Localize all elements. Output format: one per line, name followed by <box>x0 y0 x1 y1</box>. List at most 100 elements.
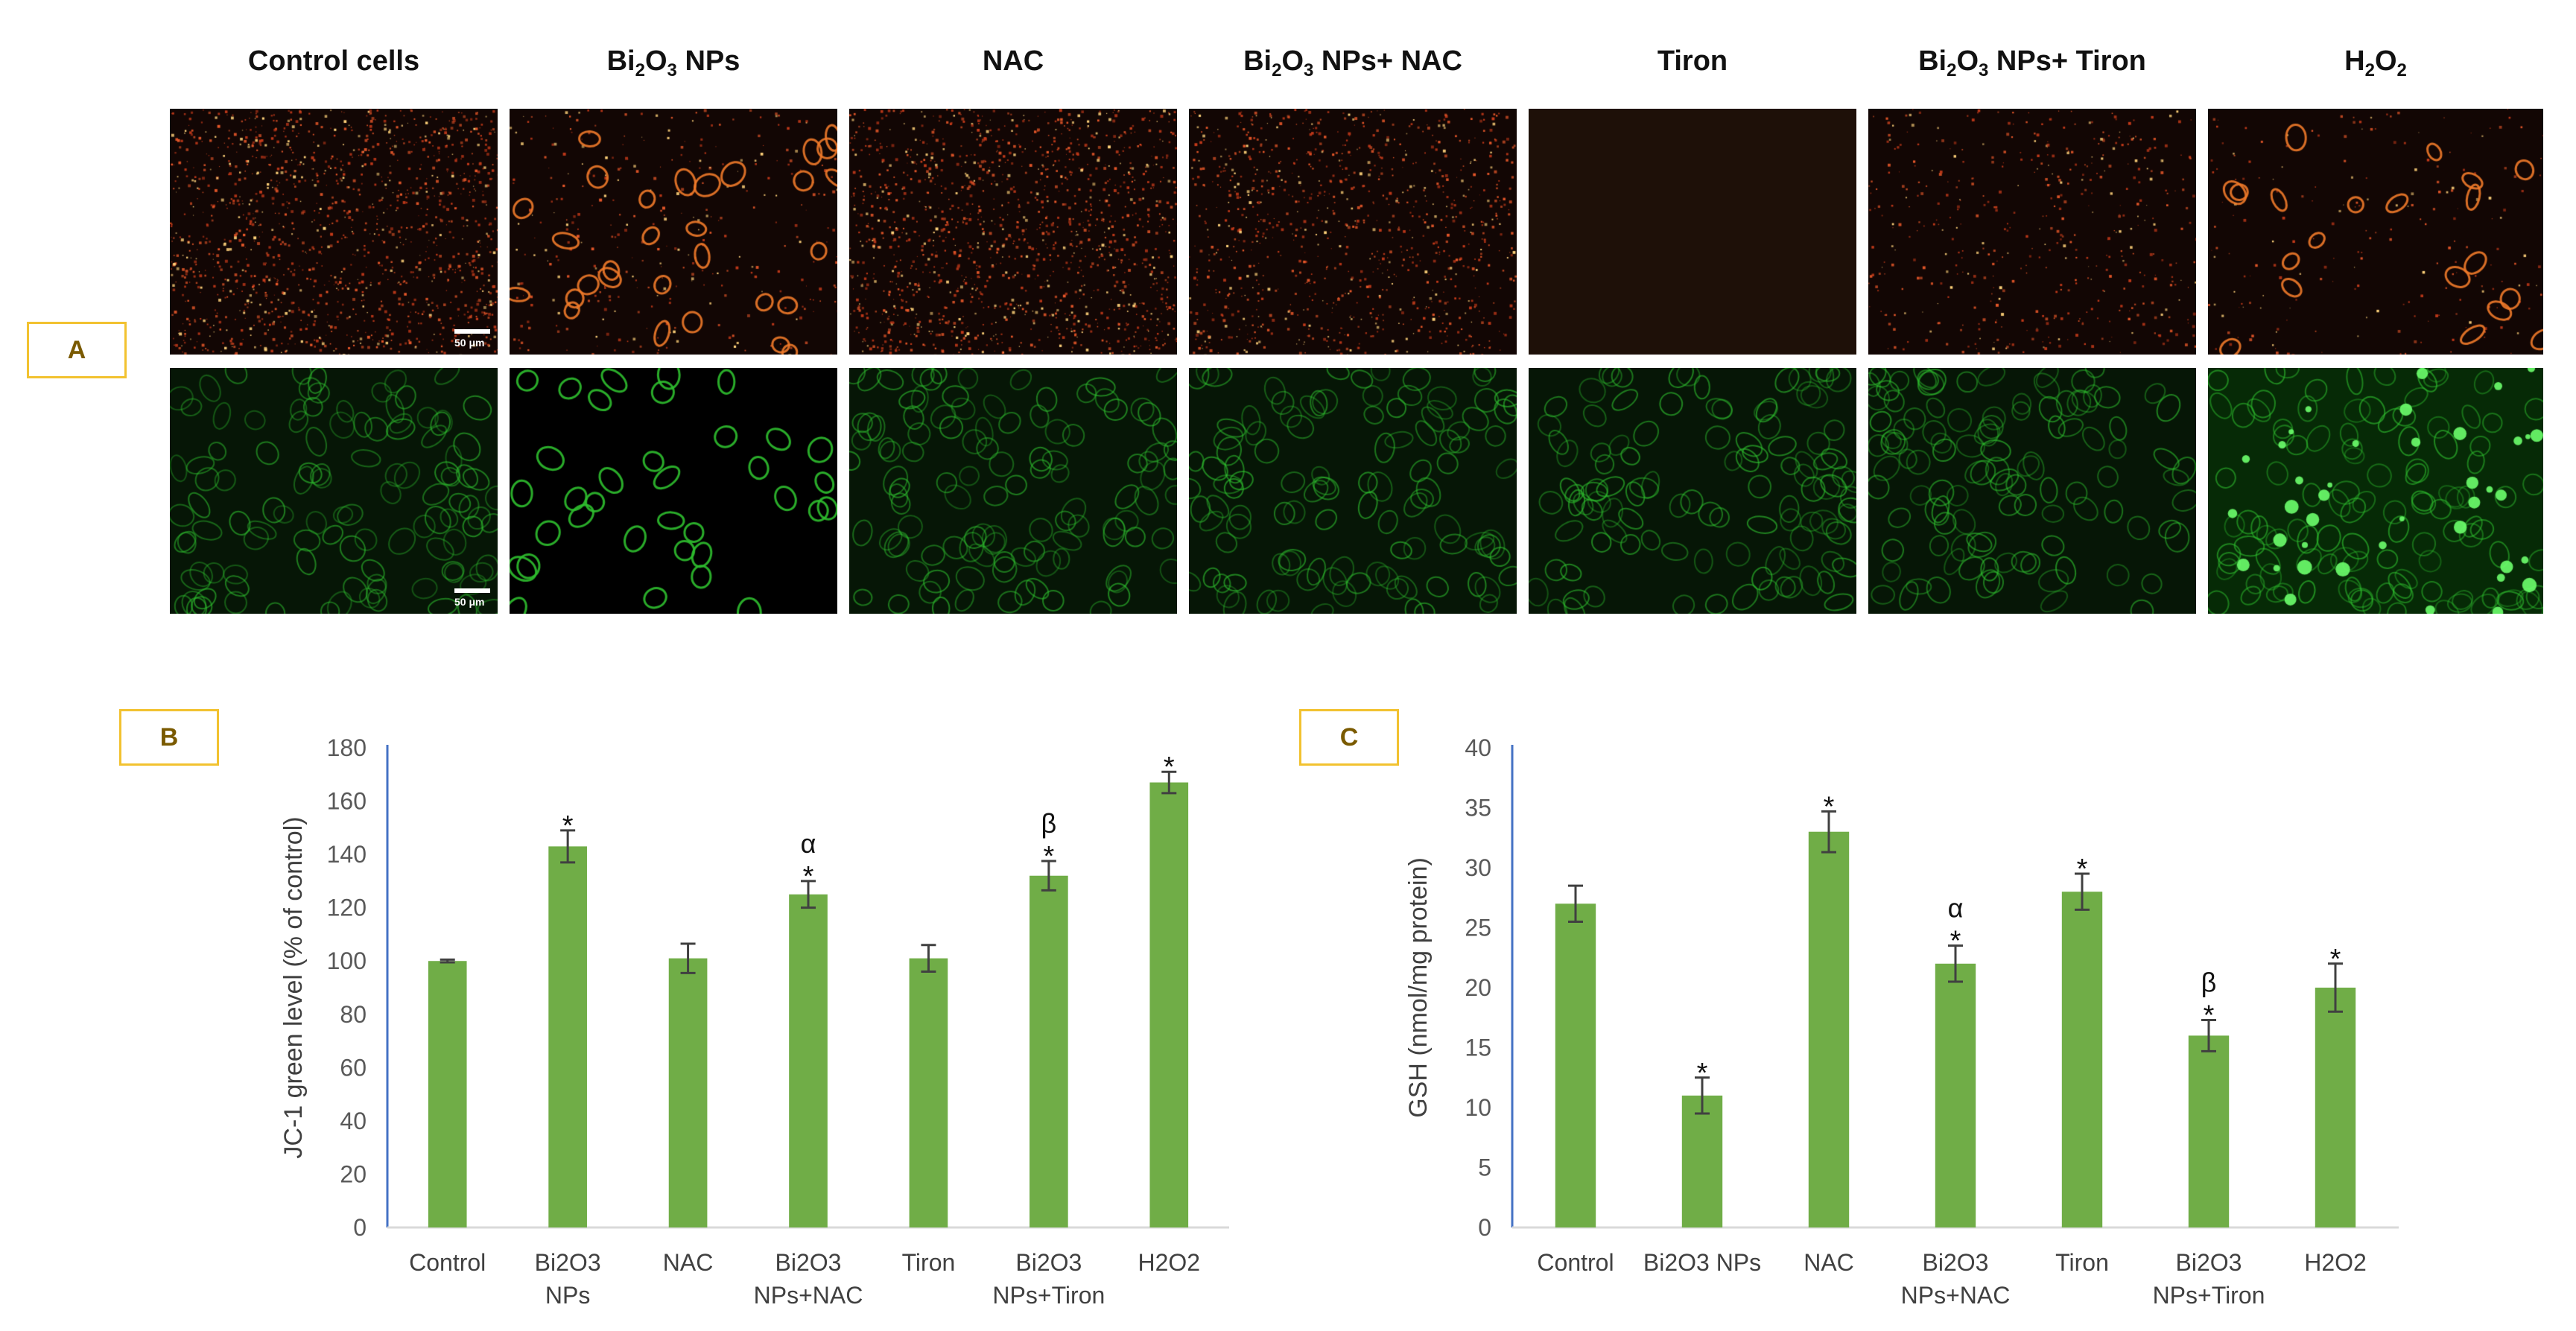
bar-3 <box>1935 963 1976 1227</box>
green-channel-image-6 <box>2208 368 2543 614</box>
y-tick-label: 40 <box>340 1108 367 1134</box>
bar-1 <box>1681 1095 1723 1227</box>
panel-tag-a: A <box>27 322 127 378</box>
y-tick-label: 30 <box>1465 854 1491 881</box>
significance-mark: α <box>1948 893 1964 924</box>
column-title-part: Bi <box>1918 45 1947 77</box>
scale-bar-label: 50 μm <box>454 337 485 349</box>
column-title-part: 2 <box>2364 60 2375 80</box>
column-title-part: Bi <box>606 45 635 77</box>
scale-bar <box>454 588 490 593</box>
column-title-5: Bi2O3 NPs+ Tiron <box>1868 39 2196 83</box>
x-category-label: H2O2 <box>1138 1249 1200 1276</box>
significance-mark: * <box>1950 926 1961 957</box>
y-tick-label: 160 <box>327 788 367 815</box>
y-tick-label: 20 <box>1465 974 1491 1001</box>
red-channel-image-5 <box>1868 109 2196 355</box>
red-channel-image-2 <box>849 109 1177 355</box>
bar-1 <box>548 846 587 1227</box>
column-title-part: NPs+ NAC <box>1313 45 1462 77</box>
bar-6 <box>2315 988 2356 1227</box>
y-tick-label: 35 <box>1465 795 1491 822</box>
y-tick-label: 100 <box>327 947 367 974</box>
red-channel-image-3 <box>1189 109 1517 355</box>
significance-mark: * <box>1824 791 1835 822</box>
panel-tag-c: C <box>1299 709 1399 766</box>
panel-tag-b: B <box>119 709 219 766</box>
y-tick-label: 40 <box>1465 734 1491 761</box>
bar-4 <box>909 958 948 1227</box>
significance-mark: * <box>803 861 814 892</box>
y-tick-label: 20 <box>340 1160 367 1187</box>
x-category-label: NPs+Tiron <box>992 1282 1105 1309</box>
bar-4 <box>2061 892 2103 1227</box>
green-channel-image-0 <box>170 368 498 614</box>
x-category-label: NPs+Tiron <box>2153 1282 2265 1309</box>
x-category-label: NAC <box>1803 1249 1854 1276</box>
bar-0 <box>1555 903 1596 1227</box>
column-title-part: 2 <box>1947 60 1957 80</box>
green-channel-image-2 <box>849 368 1177 614</box>
column-title-1: Bi2O3 NPs <box>510 39 837 83</box>
column-title-part: NPs <box>676 45 740 77</box>
x-category-label: Bi2O3 <box>535 1249 601 1276</box>
x-category-label: Control <box>409 1249 486 1276</box>
y-tick-label: 140 <box>327 841 367 868</box>
significance-mark: β <box>1041 808 1056 839</box>
column-title-part: O <box>1956 45 1979 77</box>
y-tick-label: 5 <box>1478 1154 1491 1181</box>
column-title-part: O <box>644 45 667 77</box>
y-tick-label: 10 <box>1465 1094 1491 1121</box>
column-title-part: 2 <box>635 60 645 80</box>
significance-mark: * <box>2204 1000 2215 1031</box>
bar-0 <box>428 961 467 1227</box>
bar-2 <box>668 958 708 1227</box>
column-title-part: NPs+ Tiron <box>1988 45 2146 77</box>
significance-mark: * <box>2077 854 2088 885</box>
column-title-part: NAC <box>982 45 1044 77</box>
x-category-label: Tiron <box>2055 1249 2109 1276</box>
y-tick-label: 0 <box>353 1214 367 1241</box>
column-title-part: O <box>1281 45 1304 77</box>
significance-mark: * <box>1043 841 1054 872</box>
scale-bar-label: 50 μm <box>454 596 485 608</box>
x-category-label: NPs+NAC <box>754 1282 863 1309</box>
column-title-part: Tiron <box>1657 45 1728 77</box>
bar-5 <box>2188 1035 2230 1227</box>
y-axis-label: JC-1 green level (% of control) <box>279 816 308 1158</box>
x-category-label: Bi2O3 <box>1015 1249 1082 1276</box>
x-category-label: NPs+NAC <box>1901 1282 2011 1309</box>
red-channel-image-1 <box>510 109 837 355</box>
y-tick-label: 15 <box>1465 1035 1491 1061</box>
column-title-part: O <box>2374 45 2397 77</box>
column-title-part: H <box>2344 45 2365 77</box>
column-title-part: 3 <box>1979 60 1989 80</box>
column-title-part: Bi <box>1243 45 1272 77</box>
significance-mark: * <box>2330 944 2341 975</box>
green-channel-image-1 <box>510 368 837 614</box>
column-title-part: 2 <box>1272 60 1282 80</box>
x-category-label: Control <box>1537 1249 1614 1276</box>
x-category-label: Bi2O3 <box>2176 1249 2242 1276</box>
green-channel-image-3 <box>1189 368 1517 614</box>
y-tick-label: 0 <box>1478 1214 1491 1241</box>
significance-mark: α <box>801 828 816 859</box>
bar-5 <box>1030 875 1068 1227</box>
x-category-label: NPs <box>545 1282 590 1309</box>
significance-mark: β <box>2201 967 2217 997</box>
column-title-part: 2 <box>2396 60 2407 80</box>
y-tick-label: 60 <box>340 1054 367 1081</box>
bar-2 <box>1808 831 1850 1227</box>
y-axis-label: GSH (nmol/mg protein) <box>1404 857 1433 1118</box>
green-channel-image-4 <box>1529 368 1856 614</box>
x-category-label: NAC <box>663 1249 714 1276</box>
column-title-6: H2O2 <box>2208 39 2543 83</box>
scale-bar <box>454 329 490 334</box>
y-tick-label: 25 <box>1465 915 1491 941</box>
chart-c-gsh: 0 5 10 15 20 25 30 35 40 GSH (nmol/mg protein) Con… <box>1404 734 2399 1309</box>
bar-6 <box>1149 782 1189 1227</box>
x-category-label: Bi2O3 <box>775 1249 842 1276</box>
green-channel-image-5 <box>1868 368 2196 614</box>
x-category-label: H2O2 <box>2304 1249 2367 1276</box>
y-tick-label: 80 <box>340 1001 367 1028</box>
